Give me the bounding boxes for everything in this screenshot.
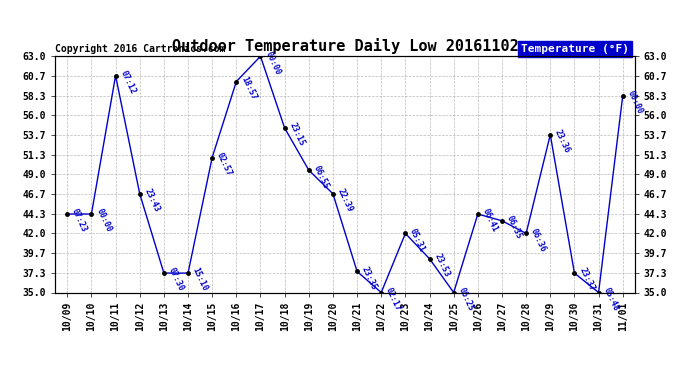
Text: 00:00: 00:00 <box>264 50 282 76</box>
Text: Temperature (°F): Temperature (°F) <box>521 44 629 54</box>
Text: 02:57: 02:57 <box>215 151 234 177</box>
Text: 05:48: 05:48 <box>602 286 620 312</box>
Text: 18:57: 18:57 <box>239 75 258 102</box>
Text: 06:55: 06:55 <box>312 164 331 190</box>
Text: 23:35: 23:35 <box>360 265 379 291</box>
Text: 07:12: 07:12 <box>119 69 137 96</box>
Text: 23:15: 23:15 <box>288 122 306 148</box>
Text: 00:00: 00:00 <box>626 89 644 116</box>
Text: 22:39: 22:39 <box>336 187 355 214</box>
Text: 02:17: 02:17 <box>384 286 403 312</box>
Text: Copyright 2016 Cartronics.com: Copyright 2016 Cartronics.com <box>55 44 226 54</box>
Title: Outdoor Temperature Daily Low 20161102: Outdoor Temperature Daily Low 20161102 <box>172 38 518 54</box>
Text: 07:23: 07:23 <box>70 207 89 234</box>
Text: 06:36: 06:36 <box>529 227 548 254</box>
Text: 23:43: 23:43 <box>143 187 161 214</box>
Text: 00:00: 00:00 <box>95 207 113 234</box>
Text: 06:35: 06:35 <box>505 214 524 241</box>
Text: 06:41: 06:41 <box>481 207 500 234</box>
Text: 23:36: 23:36 <box>553 128 572 154</box>
Text: 07:30: 07:30 <box>167 267 186 293</box>
Text: 15:10: 15:10 <box>191 267 210 293</box>
Text: 23:37: 23:37 <box>578 267 596 293</box>
Text: 06:25: 06:25 <box>457 286 475 312</box>
Text: 23:53: 23:53 <box>433 252 451 279</box>
Text: 05:31: 05:31 <box>408 227 427 254</box>
